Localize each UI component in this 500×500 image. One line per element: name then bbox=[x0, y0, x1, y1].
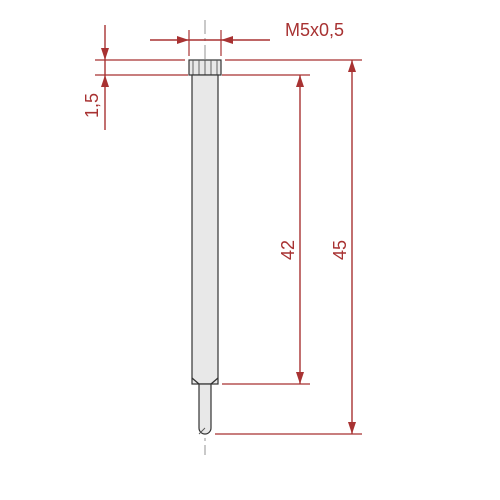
dim-thread-width: M5x0,5 bbox=[150, 20, 344, 56]
stem-tip bbox=[199, 384, 211, 434]
body-length-label: 42 bbox=[278, 240, 298, 260]
part bbox=[189, 60, 221, 434]
cap-height-label: 1,5 bbox=[82, 93, 102, 118]
technical-drawing: M5x0,5 1,5 42 45 bbox=[0, 0, 500, 500]
dim-body-length: 42 bbox=[222, 75, 310, 384]
overall-length-label: 45 bbox=[330, 240, 350, 260]
body bbox=[192, 75, 218, 384]
dim-cap-height: 1,5 bbox=[82, 25, 188, 130]
thread-label: M5x0,5 bbox=[285, 20, 344, 40]
